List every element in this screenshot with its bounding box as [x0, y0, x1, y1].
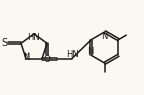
Text: H: H	[23, 52, 29, 58]
Text: HN: HN	[66, 50, 79, 59]
Text: N: N	[101, 32, 108, 41]
Text: O: O	[43, 55, 51, 64]
Text: S: S	[1, 38, 7, 48]
Text: N: N	[88, 47, 94, 56]
Text: N: N	[23, 53, 29, 62]
Text: HN: HN	[27, 33, 40, 42]
